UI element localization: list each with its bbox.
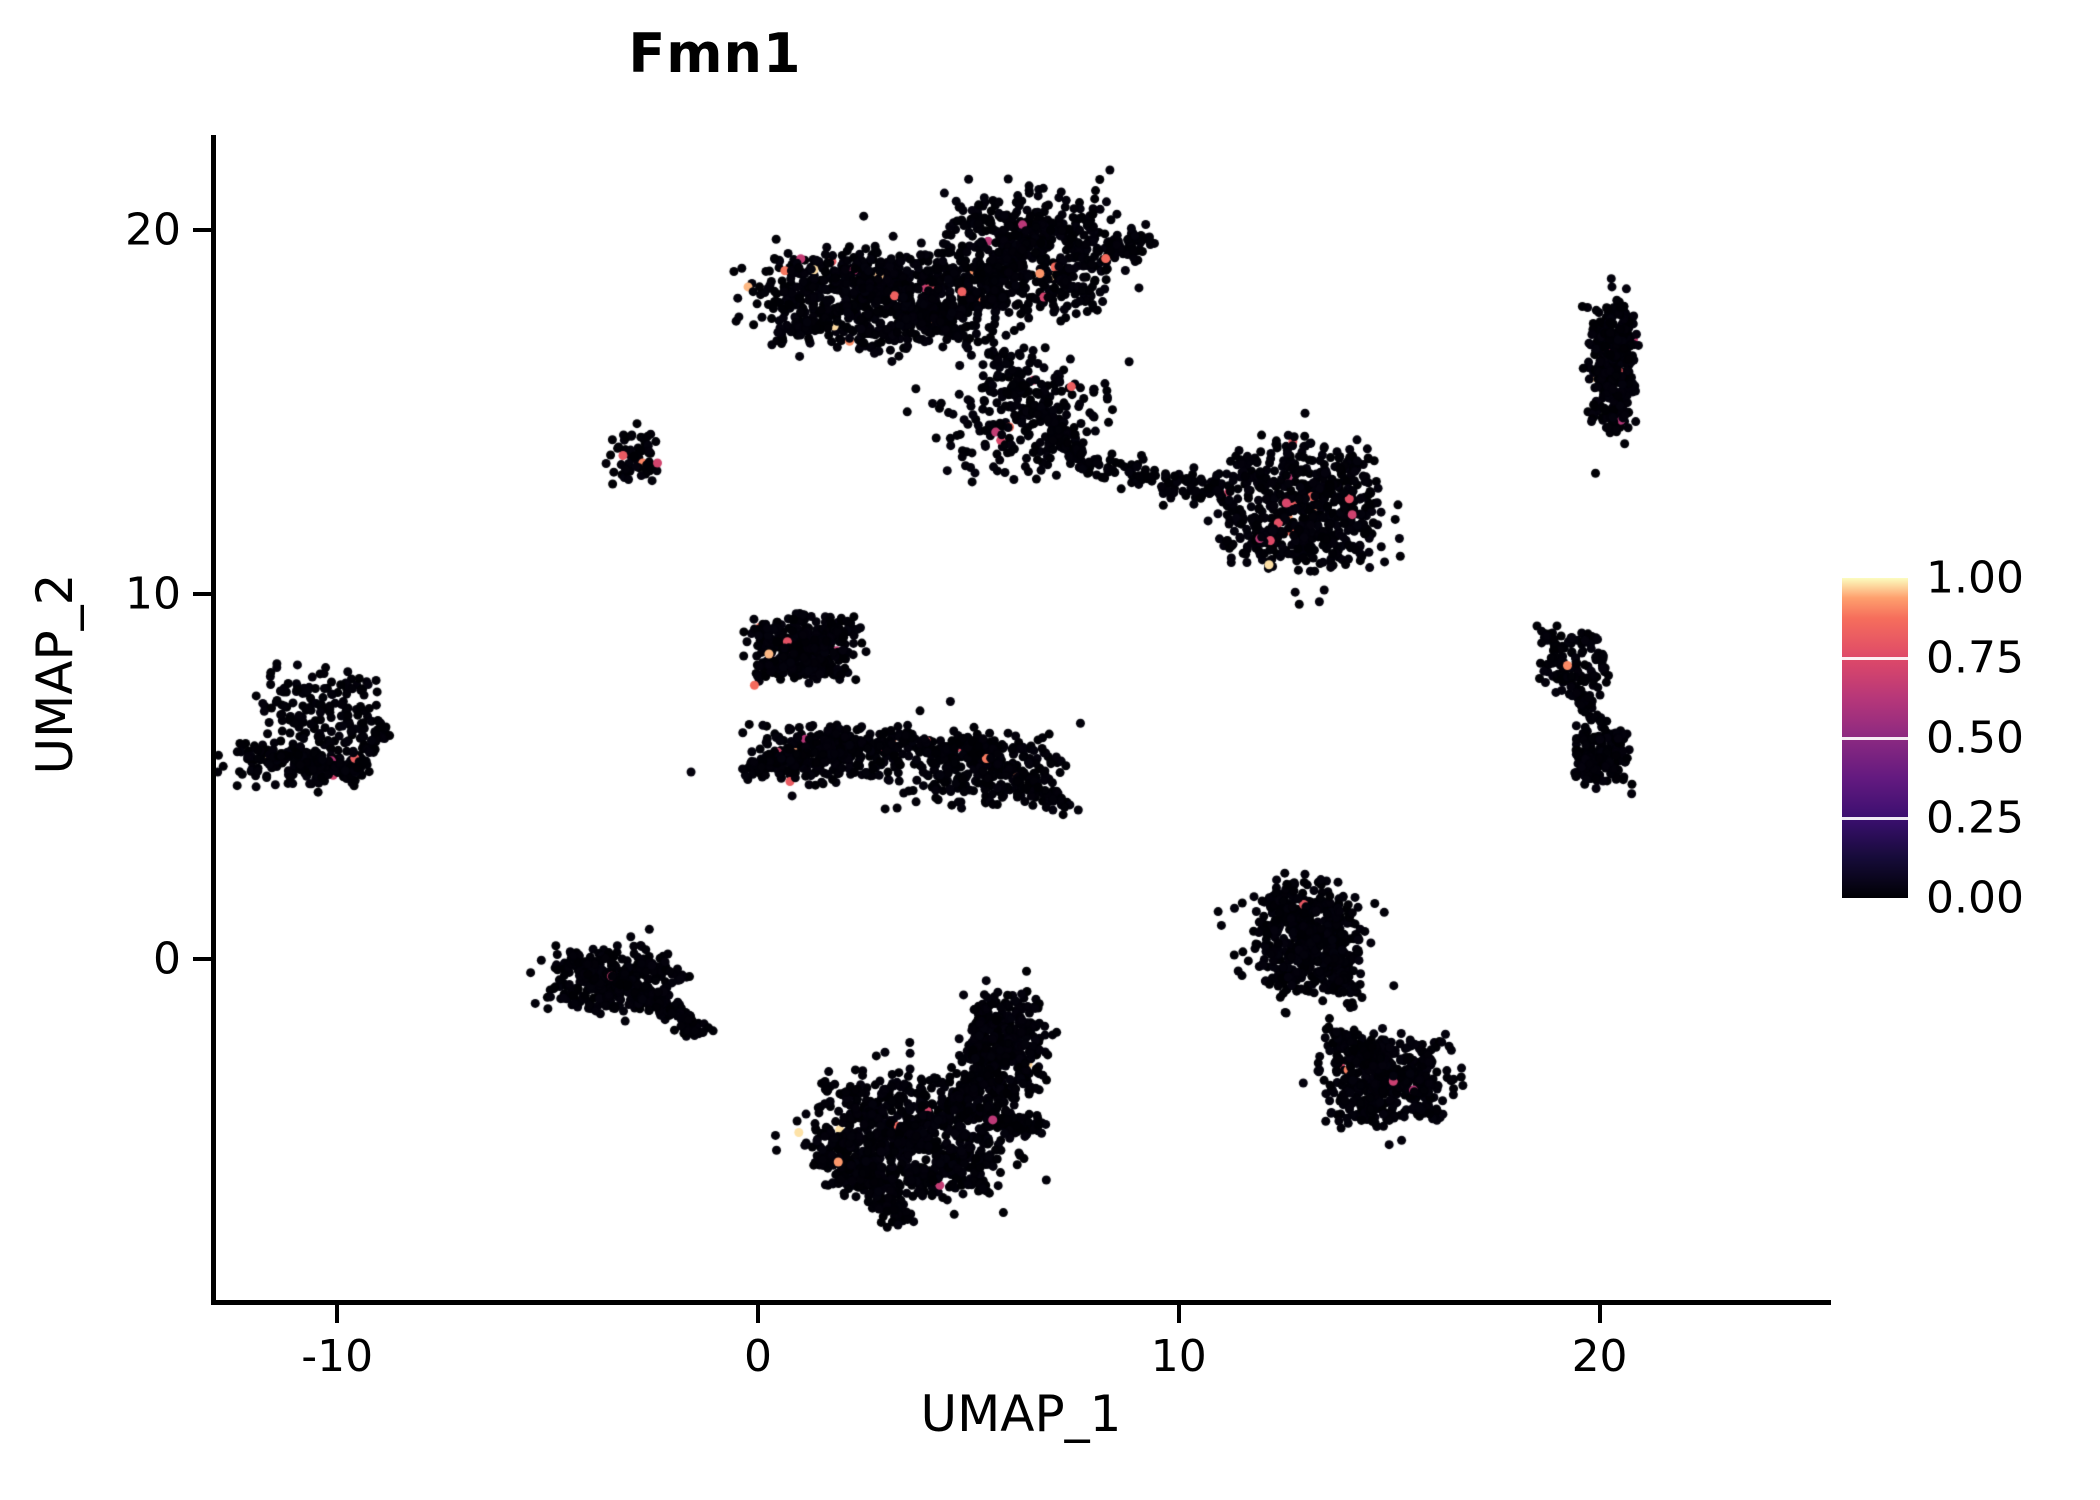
y-tick-label: 0 (153, 933, 181, 985)
x-tick-label: -10 (301, 1331, 374, 1382)
x-tick-mark (756, 1305, 760, 1323)
x-tick-mark (1597, 1305, 1602, 1323)
x-tick-label: 10 (1150, 1331, 1207, 1382)
y-tick-mark (193, 227, 211, 232)
x-tick-label: 0 (744, 1331, 772, 1382)
colorbar-tick-mark (1842, 737, 1908, 740)
colorbar-tick-label: 0.25 (1926, 792, 2024, 844)
colorbar-tick-mark (1842, 657, 1908, 660)
scatter-plot-canvas (211, 135, 1831, 1305)
x-tick-mark (335, 1305, 340, 1323)
x-tick-label: 20 (1571, 1331, 1628, 1382)
colorbar: 1.00 0.75 0.50 0.25 0.00 (1842, 553, 2100, 924)
y-axis-label: UMAP_2 (26, 573, 84, 775)
y-tick-label: 10 (125, 568, 181, 620)
page-title: Fmn1 (628, 22, 802, 85)
y-tick-mark (193, 592, 211, 597)
colorbar-tick-label: 0.75 (1926, 632, 2024, 684)
x-tick-mark (1176, 1305, 1181, 1323)
colorbar-tick-label: 0.00 (1926, 872, 2024, 924)
colorbar-tick-mark (1842, 817, 1908, 820)
y-tick-mark (193, 956, 211, 961)
x-axis-spine (211, 1300, 1831, 1305)
colorbar-tick-label: 1.00 (1926, 552, 2024, 604)
y-axis-spine (211, 135, 216, 1305)
colorbar-tick-label: 0.50 (1926, 712, 2024, 764)
plot-axes: 0 10 20 -10 0 10 20 (125, 135, 1831, 1382)
x-axis-label: UMAP_1 (920, 1385, 1122, 1443)
y-tick-label: 20 (125, 204, 181, 256)
